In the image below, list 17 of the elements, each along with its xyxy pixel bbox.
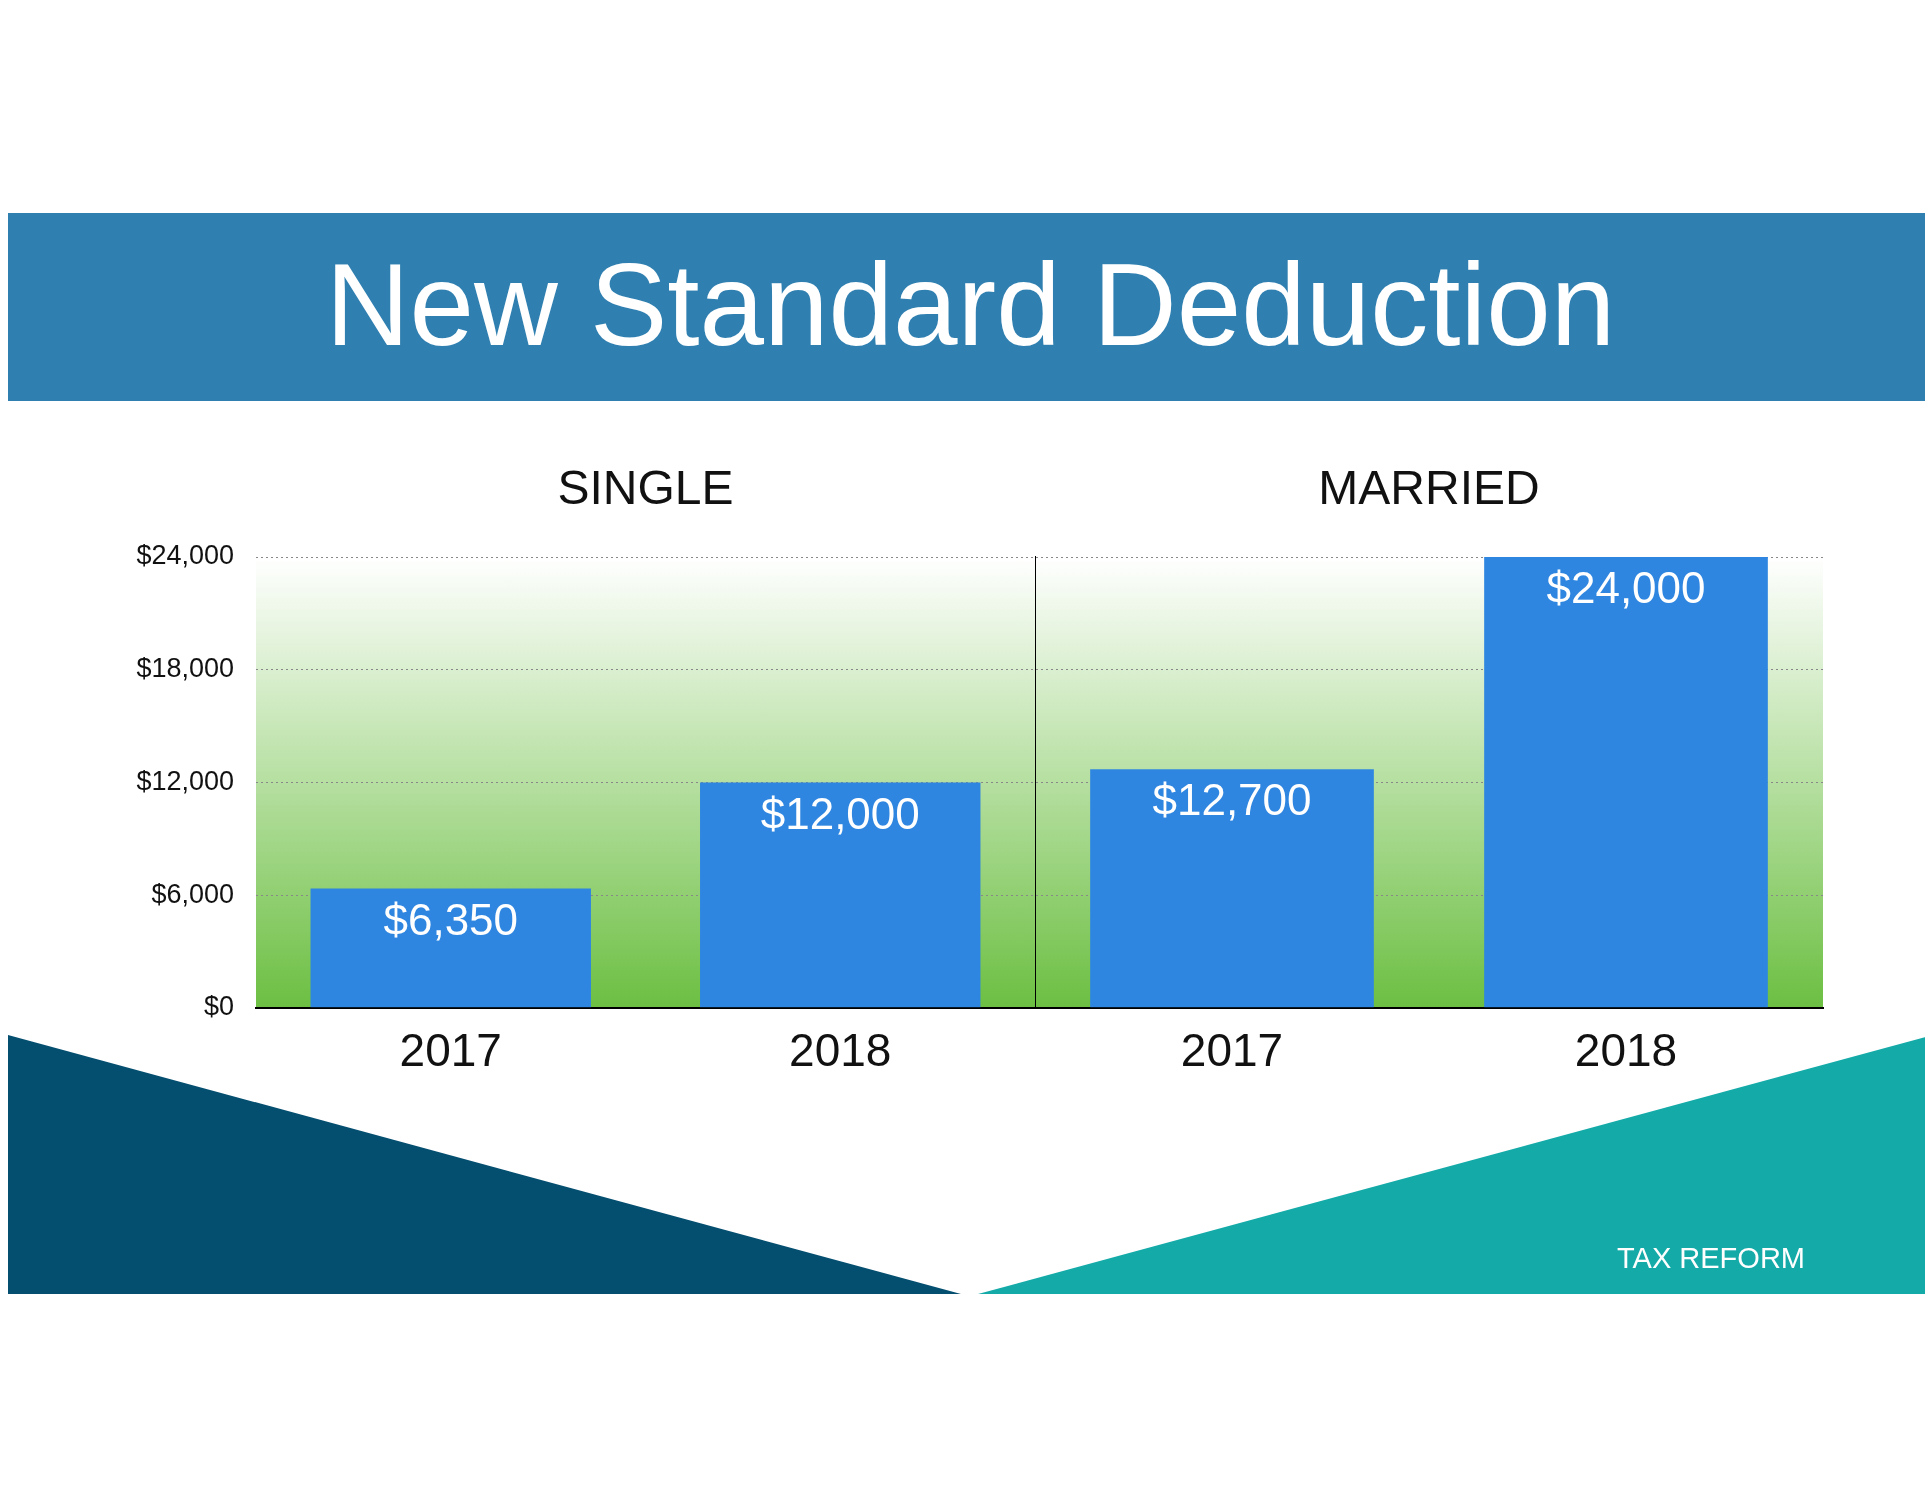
- y-tick-label: $6,000: [151, 878, 234, 909]
- y-tick-label: $18,000: [136, 653, 234, 684]
- x-tick-label: 2018: [789, 1024, 892, 1077]
- x-tick-label: 2017: [1180, 1024, 1284, 1077]
- y-tick-label: $12,000: [136, 765, 234, 796]
- y-tick-label: $24,000: [136, 540, 234, 571]
- y-tick-label: $0: [203, 991, 234, 1022]
- data-label: $12,000: [760, 788, 920, 838]
- x-tick-label: 2018: [1574, 1024, 1678, 1077]
- data-label: $24,000: [1546, 563, 1706, 613]
- data-label: $6,350: [383, 894, 519, 944]
- chart-title: New Standard Deduction: [324, 240, 1617, 370]
- text: TAX REFORM: [1617, 1242, 1805, 1275]
- chart-subtitle: MARRIED: [1317, 460, 1541, 515]
- data-label: $12,700: [1152, 775, 1312, 825]
- x-tick-label: 2017: [399, 1024, 502, 1077]
- chart-subtitle: SINGLE: [556, 460, 735, 515]
